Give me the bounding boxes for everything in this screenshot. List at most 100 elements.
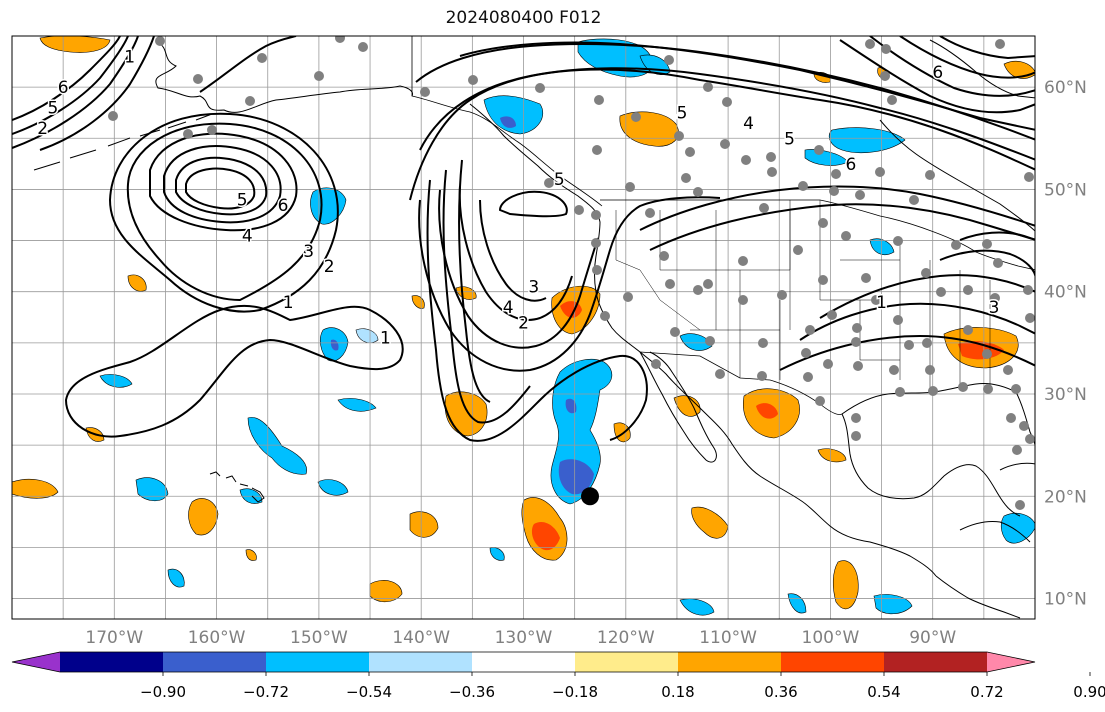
border-us-canada	[600, 199, 1035, 271]
contour-label: 1	[283, 293, 294, 313]
contour-label: 6	[932, 63, 943, 83]
coastline-hudson-bay	[879, 119, 1035, 232]
contour-line	[839, 39, 1035, 114]
contour-label: 4	[242, 226, 253, 246]
longitude-label: 150°W	[290, 628, 348, 648]
colorbar	[11, 651, 1036, 673]
latitude-label: 20°N	[1044, 487, 1087, 507]
contour-line	[639, 185, 1035, 231]
anomaly-positive	[411, 295, 425, 309]
latitude-labels: 60°N 50°N 40°N 30°N 20°N 10°N	[1044, 78, 1087, 609]
anomaly-negative	[135, 477, 169, 502]
contour-line	[163, 145, 282, 224]
contour-line	[899, 36, 1035, 79]
anomaly-positive	[409, 511, 439, 538]
contour-line	[458, 159, 491, 403]
contour-label: 3	[989, 298, 1000, 318]
colorbar-segment	[266, 652, 370, 672]
contours	[12, 36, 1035, 442]
anomaly-positive	[613, 422, 631, 443]
contour-line	[438, 189, 599, 349]
latitude-label: 40°N	[1044, 283, 1087, 303]
longitude-label: 100°W	[802, 628, 860, 648]
anomaly-positive	[673, 395, 701, 417]
colorbar-segment	[678, 652, 782, 672]
anomaly-negative	[787, 593, 807, 614]
anomaly-positive	[619, 111, 679, 147]
anomaly-positive-strong	[756, 403, 778, 419]
colorbar-tick-label: 0.72	[970, 683, 1003, 701]
colorbar-tick-labels: −0.90 −0.72 −0.54 −0.36 −0.18 0.18 0.36 0.54 0.7…	[140, 672, 1105, 701]
longitude-labels: 170°W 160°W 150°W 140°W 130°W 120°W 110°W 100°W…	[85, 628, 956, 648]
colorbar-tick-label: 0.18	[661, 683, 694, 701]
anomaly-positive	[188, 498, 219, 536]
contour-line	[175, 156, 268, 216]
colorbar-tick-label: 0.90	[1073, 683, 1105, 701]
colorbar-segment	[781, 652, 885, 672]
anomaly-negative	[310, 187, 347, 225]
anomaly-negative	[829, 127, 906, 154]
contour-label: 5	[237, 191, 248, 211]
longitude-label: 170°W	[85, 628, 143, 648]
colorbar-under	[12, 652, 60, 672]
contour-label: 3	[528, 278, 539, 298]
coastline-baja	[639, 351, 717, 463]
anomaly-positive	[817, 448, 847, 463]
colorbar-segment	[575, 652, 679, 672]
anomaly-negative	[1000, 513, 1035, 544]
anomaly-negative	[869, 238, 895, 255]
contour-line	[459, 41, 1035, 131]
contour-line	[12, 36, 139, 149]
map-frame	[11, 35, 1036, 620]
anomaly-positive	[444, 391, 488, 437]
contour-line	[458, 185, 573, 321]
colorbar-tick-label: 0.54	[867, 683, 900, 701]
anomaly-positive-strong	[958, 341, 1004, 360]
anomaly-positive	[832, 560, 859, 610]
contour-label: 5	[784, 129, 795, 149]
anomaly-negative	[355, 328, 379, 343]
contour-line	[498, 190, 568, 218]
colorbar-segment	[369, 652, 473, 672]
colorbar-tick-label: −0.72	[243, 683, 289, 701]
longitude-label: 110°W	[699, 628, 757, 648]
anomaly-negative-strong	[330, 339, 339, 351]
anomaly-negative-strong	[558, 459, 594, 495]
anomaly-negative	[99, 374, 133, 388]
state-boundaries	[615, 200, 991, 390]
contour-label: 6	[845, 155, 856, 175]
contour-line	[939, 249, 1035, 281]
contour-label: 5	[677, 104, 688, 124]
anomaly-negative	[804, 149, 849, 166]
colorbar-segment	[472, 652, 576, 672]
contour-line	[426, 179, 648, 442]
contour-label: 2	[37, 119, 48, 139]
longitude-label: 160°W	[188, 628, 246, 648]
contour-label: 1	[876, 293, 887, 313]
contour-line	[126, 122, 323, 302]
anomaly-positive	[127, 274, 147, 292]
plot-title: 2024080400 F012	[445, 8, 602, 28]
anomaly-negative	[679, 333, 713, 351]
anomaly-negative-strong	[565, 398, 577, 414]
colorbar-outline	[11, 651, 1036, 673]
colorbar-tick-label: −0.90	[140, 683, 186, 701]
anomaly-positive	[369, 580, 403, 603]
coastline-alaska	[155, 41, 413, 113]
anomaly-negative	[483, 95, 544, 135]
anomaly-negative	[317, 479, 349, 496]
contour-line	[12, 36, 129, 135]
contour-line	[419, 67, 1035, 161]
contour-line	[185, 167, 256, 210]
storm-center-marker	[580, 487, 599, 506]
contour-label: 6	[58, 78, 69, 98]
contour-line	[779, 334, 1035, 371]
contour-line	[649, 203, 1035, 251]
contour-line	[799, 302, 1035, 341]
coastline-hawaii	[209, 471, 265, 503]
contour-label: 4	[503, 298, 514, 318]
colorbar-segment	[163, 652, 267, 672]
contour-line	[64, 304, 404, 438]
contour-line	[442, 169, 531, 424]
longitude-label: 90°W	[909, 628, 956, 648]
